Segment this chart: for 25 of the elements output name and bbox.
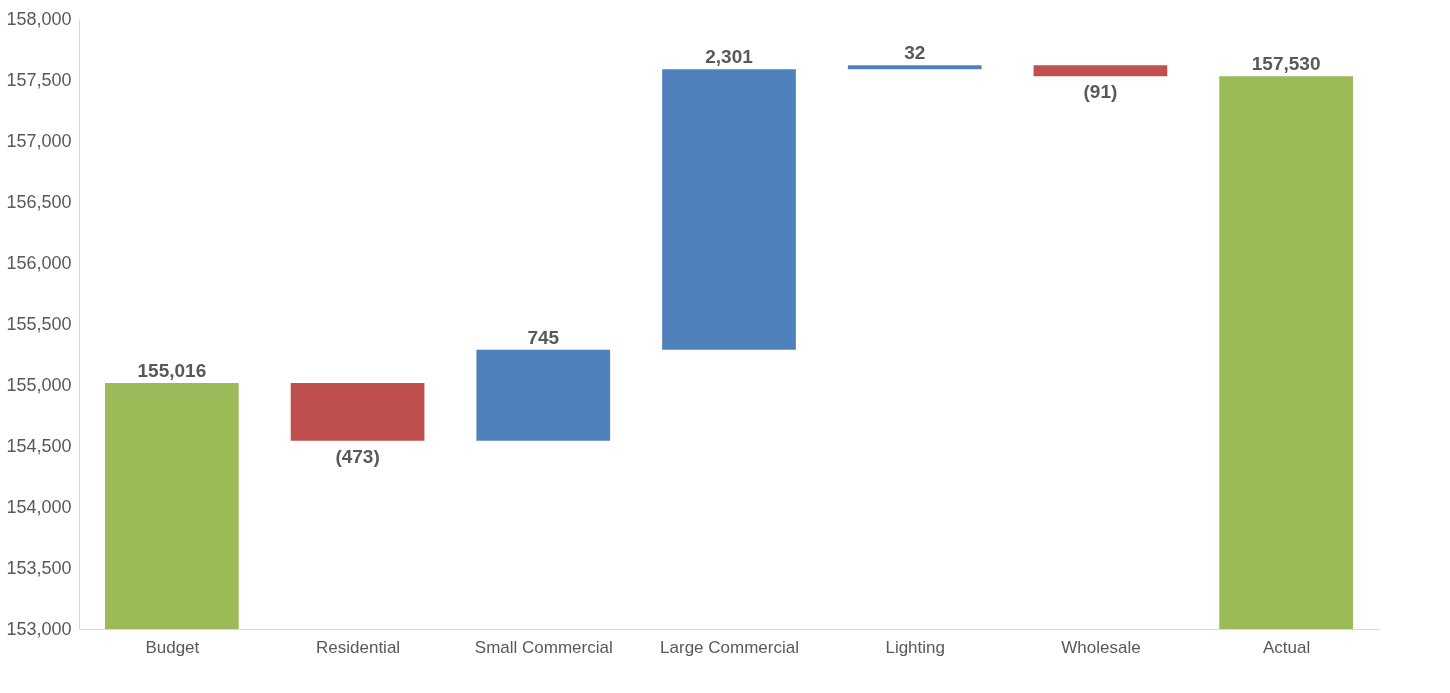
data-label: 745 bbox=[527, 326, 560, 348]
data-label: 155,016 bbox=[137, 360, 207, 382]
data-label: 2,301 bbox=[705, 46, 754, 68]
x-tick-label: Budget bbox=[145, 637, 200, 657]
x-tick-label: Small Commercial bbox=[474, 637, 613, 657]
y-tick-label: 153,000 bbox=[6, 618, 72, 639]
x-tick-label: Large Commercial bbox=[660, 637, 799, 657]
y-tick-label: 157,500 bbox=[6, 69, 72, 90]
data-label: 32 bbox=[904, 42, 926, 64]
x-tick-label: Residential bbox=[316, 637, 401, 657]
x-tick-label: Wholesale bbox=[1061, 637, 1141, 657]
y-tick-label: 156,000 bbox=[6, 252, 72, 273]
y-tick-label: 154,500 bbox=[6, 435, 72, 456]
data-label: (91) bbox=[1083, 81, 1118, 103]
y-tick-label: 158,000 bbox=[6, 8, 72, 29]
y-tick-label: 157,000 bbox=[6, 130, 72, 151]
y-tick-label: 155,500 bbox=[6, 313, 72, 334]
x-tick-label: Lighting bbox=[885, 637, 945, 657]
data-label: 157,530 bbox=[1251, 53, 1321, 75]
x-tick-label: Actual bbox=[1263, 637, 1311, 657]
y-tick-label: 153,500 bbox=[6, 557, 72, 578]
y-tick-label: 156,500 bbox=[6, 191, 72, 212]
y-tick-label: 155,000 bbox=[6, 374, 72, 395]
y-tick-label: 154,000 bbox=[6, 496, 72, 517]
data-label: (473) bbox=[335, 445, 380, 467]
